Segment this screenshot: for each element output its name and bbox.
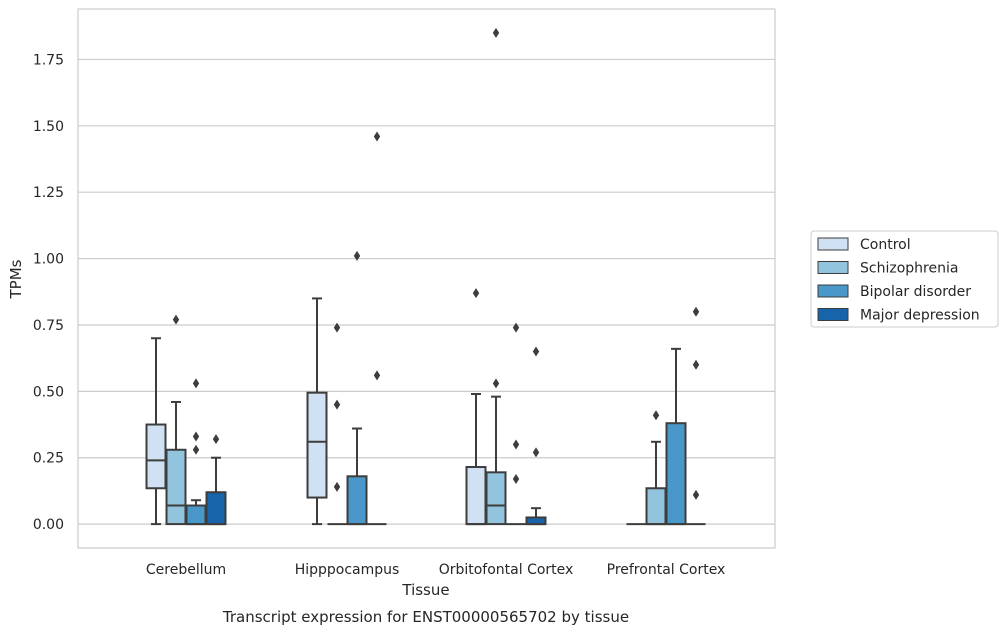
box-schizophrenia [645,410,667,526]
box-control [145,337,167,526]
outlier-point [472,288,480,299]
outlier-point [373,370,381,381]
y-tick-label: 0.50 [33,384,64,400]
box-iqr [306,391,328,499]
outlier-point [512,322,520,333]
legend-swatch [817,308,849,321]
outlier-point [333,481,341,492]
x-tick-labels: Cerebellum Hipppocampus Orbitofontal Corte… [146,562,725,578]
outlier-point [172,314,180,325]
outlier-point [353,250,361,261]
x-tick-label: Cerebellum [146,562,226,578]
outlier-point [532,346,540,357]
legend: Control Schizophrenia Bipolar disorder Majo… [810,230,999,328]
boxes [145,27,706,526]
y-tick-label: 0.75 [33,318,64,334]
box-major-depression [205,434,227,526]
outlier-point [532,447,540,458]
y-tick-label: 1.50 [33,119,64,135]
outlier-point [212,434,220,445]
y-tick-label: 0.00 [33,517,64,533]
box-major-depression [686,306,706,526]
x-tick-label: Hipppocampus [295,562,400,578]
outlier-point [373,131,381,142]
plot-area-frame [77,8,776,549]
box-iqr [185,504,207,526]
y-tick-label: 0.25 [33,451,64,467]
box-iqr [205,491,227,526]
box-iqr [465,466,487,526]
x-tick-label: Orbitofontal Cortex [439,562,574,578]
box-schizophrenia [165,314,187,526]
x-axis-label: Tissue [401,581,449,599]
x-tick-label: Prefrontal Cortex [607,562,726,578]
legend-label: Major depression [860,308,980,324]
legend-swatch [817,284,849,298]
legend-label: Bipolar disorder [860,284,971,300]
outlier-point [492,378,500,389]
box-iqr [346,475,368,526]
y-axis-label: TPMs [7,259,25,299]
box-bipolar-disorder [506,322,526,526]
outlier-point [333,322,341,333]
box-schizophrenia [485,27,507,526]
outlier-point [192,378,200,389]
outlier-point [652,410,660,421]
outlier-point [192,444,200,455]
outlier-point [492,27,500,38]
y-tick-label: 1.00 [33,252,64,268]
legend-swatch [817,237,849,251]
box-major-depression [525,346,547,526]
y-tick-labels: 0.00 0.25 0.50 0.75 1.00 1.25 1.50 1.75 [33,52,64,533]
box-bipolar-disorder [665,347,687,526]
box-iqr [145,423,167,490]
box-bipolar-disorder [185,378,207,526]
box-control [465,288,487,526]
legend-swatch [817,261,849,274]
box-major-depression [367,131,387,526]
legend-label: Schizophrenia [860,261,958,277]
outlier-point [192,431,200,442]
box-iqr [165,448,187,526]
box-iqr [665,422,687,526]
y-tick-label: 1.25 [33,185,64,201]
box-schizophrenia [327,322,347,526]
outlier-point [692,359,700,370]
outlier-point [692,306,700,317]
box-iqr [485,471,507,526]
box-bipolar-disorder [346,250,368,526]
chart-caption: Transcript expression for ENST0000056570… [222,608,629,626]
legend-frame [810,230,999,328]
outlier-point [692,489,700,500]
gridlines [78,58,775,525]
outlier-point [512,439,520,450]
outlier-point [512,473,520,484]
box-iqr [645,487,667,526]
outlier-point [333,399,341,410]
y-tick-label: 1.75 [33,52,64,68]
box-control [306,297,328,526]
legend-label: Control [860,237,911,253]
